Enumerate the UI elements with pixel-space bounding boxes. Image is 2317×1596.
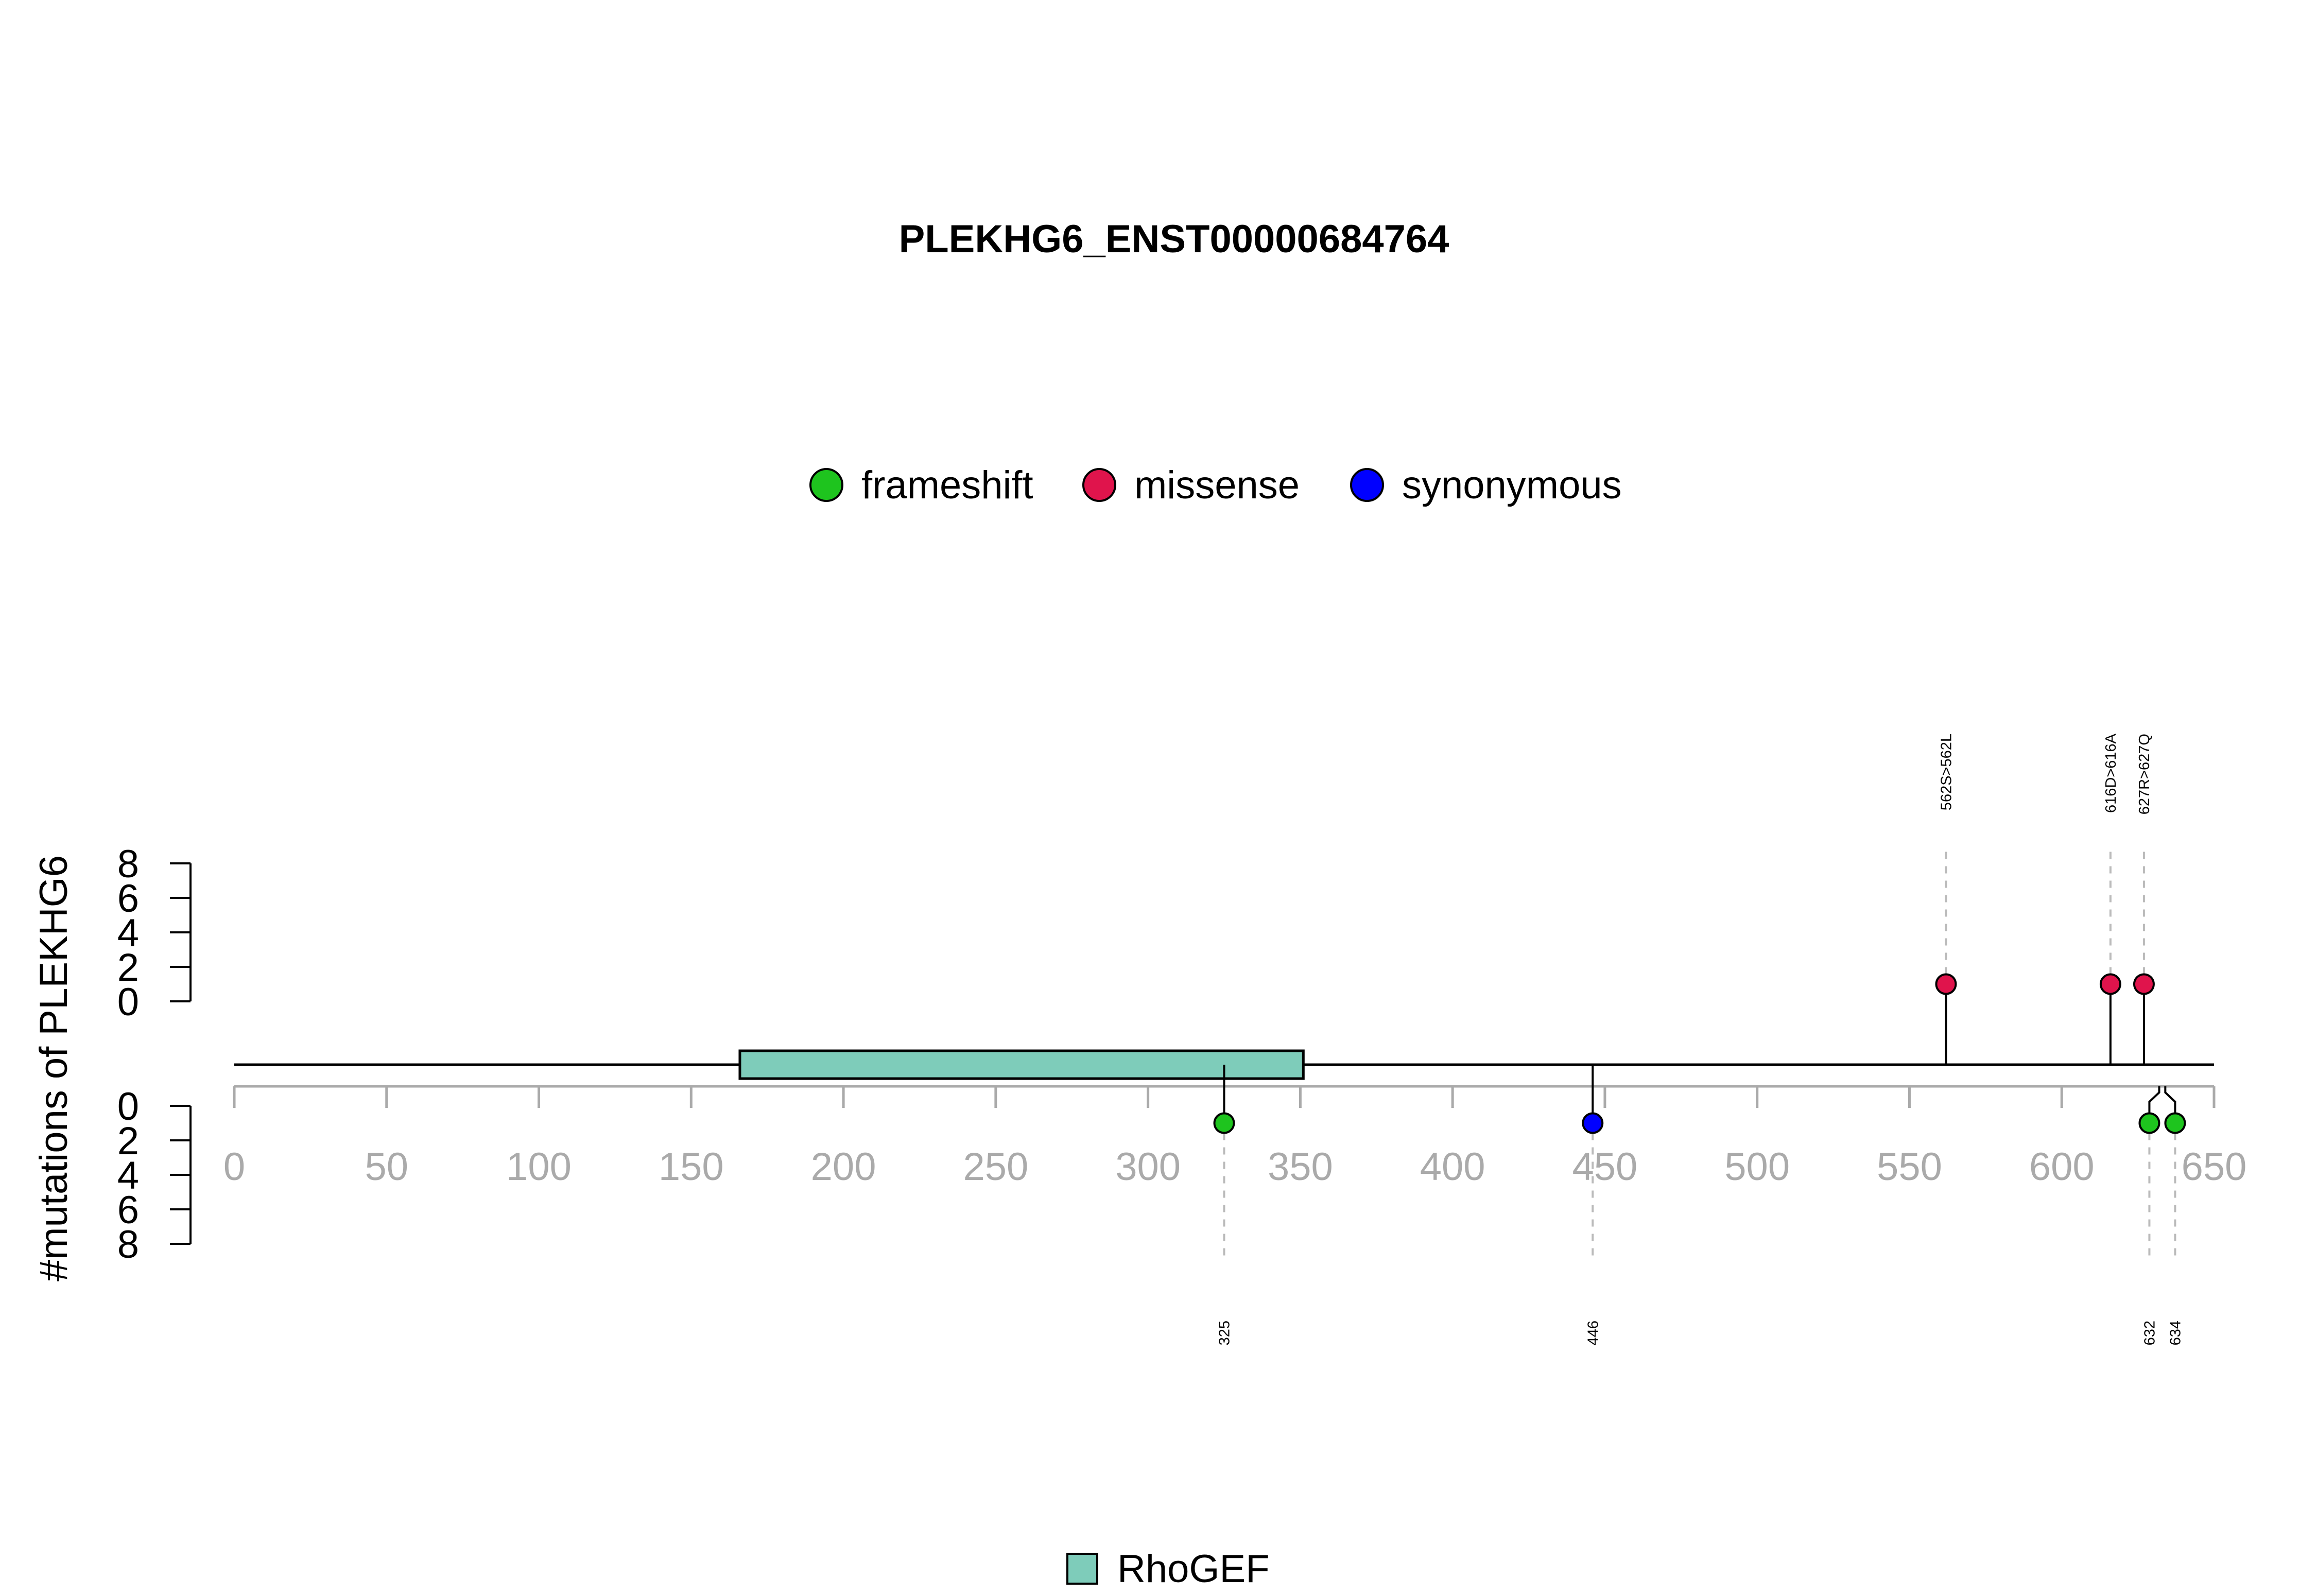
x-tick-label-300: 300 [1115, 1145, 1181, 1189]
x-tick-label-100: 100 [506, 1145, 572, 1189]
y-tick-label-lower-0: 0 [117, 1085, 139, 1129]
lower-mutation-label-325: 325 [1217, 1321, 1233, 1345]
x-tick-label-250: 250 [963, 1145, 1028, 1189]
x-axis: 0 50 100 150 200 250 300 350 400 450 500 550 600 650 [223, 1085, 2247, 1189]
upper-mutation-label-562: 562S>562L [1938, 734, 1955, 810]
x-tick-label-500: 500 [1724, 1145, 1790, 1189]
y-tick-label-lower-2: 2 [117, 1119, 139, 1163]
y-tick-label-upper-0: 0 [117, 980, 139, 1024]
x-tick-label-400: 400 [1420, 1145, 1485, 1189]
x-tick-label-200: 200 [811, 1145, 876, 1189]
legend-label-synonymous: synonymous [1402, 463, 1622, 507]
mutation-lollipops: 562S>562L 616D>616A 627R>627Q 325 446 632 634 [1213, 733, 2186, 1345]
chart-title: PLEKHG6_ENST00000684764 [899, 217, 1449, 261]
lower-mutation-632 [2138, 1112, 2160, 1134]
y-tick-label-lower-6: 6 [117, 1188, 139, 1232]
y-axis-label: #mutations of PLEKHG6 [32, 855, 76, 1281]
domain-legend-swatch-RhoGEF [1066, 1553, 1098, 1585]
upper-mutation-627 [2133, 973, 2155, 995]
upper-mutation-616 [2099, 973, 2121, 995]
x-tick-label-600: 600 [2029, 1145, 2095, 1189]
lower-mutation-634 [2164, 1112, 2186, 1134]
x-tick-label-450: 450 [1572, 1145, 1638, 1189]
lower-mutation-label-634: 634 [2167, 1321, 2184, 1345]
y-tick-label-upper-4: 4 [117, 911, 139, 955]
legend-marker-missense [1082, 468, 1116, 502]
y-tick-label-upper-2: 2 [117, 946, 139, 990]
mutation-type-legend: frameshift missense synonymous [809, 463, 1622, 507]
x-tick-label-550: 550 [1877, 1145, 1942, 1189]
x-tick-label-150: 150 [659, 1145, 724, 1189]
y-tick-label-upper-6: 6 [117, 877, 139, 921]
x-tick-label-0: 0 [223, 1145, 245, 1189]
legend-marker-synonymous [1350, 468, 1384, 502]
domain-legend-label-RhoGEF: RhoGEF [1117, 1547, 1270, 1591]
domain-RhoGEF [738, 1049, 1305, 1080]
upper-mutation-label-616: 616D>616A [2103, 733, 2119, 813]
lower-mutation-446 [1582, 1112, 1604, 1134]
legend-marker-frameshift [809, 468, 843, 502]
protein-backbone [234, 1049, 2214, 1080]
y-tick-label-lower-8: 8 [117, 1223, 139, 1267]
x-tick-label-650: 650 [2182, 1145, 2247, 1189]
domain-legend: RhoGEF [1066, 1547, 1270, 1591]
y-tick-label-lower-4: 4 [117, 1154, 139, 1198]
upper-mutation-label-627: 627R>627Q [2136, 734, 2153, 814]
y-tick-label-upper-8: 8 [117, 842, 139, 886]
legend-label-missense: missense [1134, 463, 1300, 507]
x-tick-label-350: 350 [1268, 1145, 1333, 1189]
x-tick-label-50: 50 [365, 1145, 408, 1189]
legend-label-frameshift: frameshift [861, 463, 1033, 507]
lower-mutation-label-446: 446 [1585, 1321, 1601, 1345]
upper-mutation-562 [1935, 973, 1957, 995]
lower-mutation-325 [1213, 1112, 1235, 1134]
lower-mutation-label-632: 632 [2141, 1321, 2158, 1345]
